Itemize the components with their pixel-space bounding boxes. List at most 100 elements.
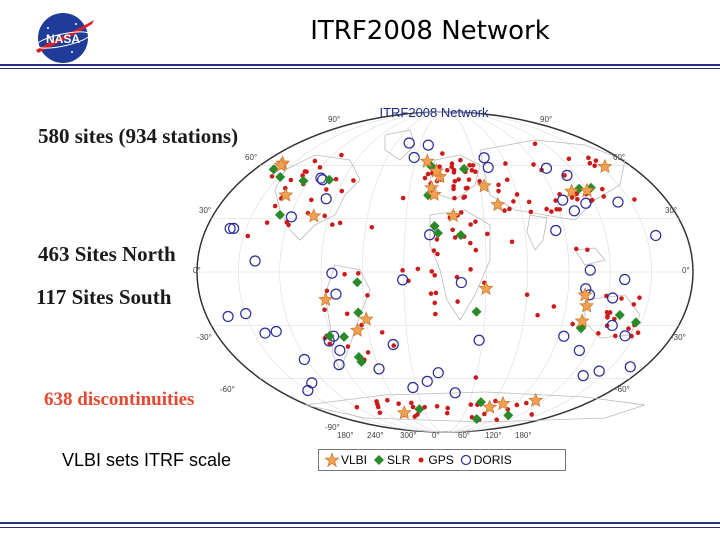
gps-marker — [435, 251, 440, 257]
slr-marker — [614, 309, 625, 320]
gps-marker — [570, 321, 575, 327]
gps-marker — [596, 331, 601, 336]
vlbi-marker — [445, 207, 461, 223]
doris-marker — [593, 365, 605, 377]
gps-marker — [452, 179, 458, 184]
gps-marker — [531, 162, 536, 167]
doris-marker — [577, 370, 589, 382]
lon-label: 120° — [485, 431, 502, 440]
footer-divider — [0, 522, 720, 524]
vlbi-marker — [574, 313, 590, 328]
gps-marker — [440, 151, 445, 156]
vlbi-marker — [358, 311, 374, 326]
slr-marker — [353, 307, 364, 318]
gps-marker — [431, 248, 437, 253]
lat-label: 90° — [540, 115, 552, 124]
lat-label: -90° — [325, 423, 340, 432]
footer-divider-thin — [0, 527, 720, 528]
gps-marker — [511, 199, 516, 204]
gps-marker — [455, 299, 460, 304]
doris-marker — [473, 334, 485, 346]
gps-marker — [288, 177, 294, 183]
gps-marker — [574, 191, 580, 197]
slr-marker — [414, 404, 425, 415]
gps-marker — [415, 266, 421, 272]
vlbi-marker — [495, 395, 511, 411]
slide-title: ITRF2008 Network — [310, 16, 550, 46]
slr-marker — [274, 209, 285, 220]
doris-marker — [606, 319, 618, 332]
doris-marker — [222, 310, 234, 323]
gps-marker — [507, 206, 512, 212]
vlbi-marker — [396, 405, 412, 420]
doris-marker — [240, 307, 252, 320]
gps-marker — [400, 195, 406, 201]
doris-marker — [259, 327, 271, 339]
gps-marker — [601, 194, 607, 199]
vlbi-marker — [577, 287, 593, 302]
doris-marker — [387, 338, 399, 351]
gps-marker — [451, 183, 456, 189]
slr-marker — [503, 410, 514, 421]
gps-marker — [504, 177, 510, 183]
doris-marker — [558, 330, 570, 342]
gps-marker — [269, 174, 275, 179]
lon-label: 60° — [458, 431, 470, 440]
gps-marker — [445, 167, 450, 173]
legend-item-vlbi: VLBI — [325, 453, 367, 467]
lon-label: 180° — [337, 431, 354, 440]
world-network-map: ITRF2008 Network 90° 90° 60° 30° 0° -30°… — [185, 100, 705, 445]
slr-marker — [432, 228, 443, 239]
vlbi-marker — [482, 399, 498, 414]
gps-marker — [485, 231, 490, 237]
nasa-logo: NASA — [28, 10, 98, 66]
doris-marker — [612, 196, 624, 208]
lat-label: -60° — [615, 385, 630, 394]
gps-marker — [410, 404, 416, 410]
gps-marker — [493, 398, 498, 404]
legend-item-gps: GPS — [416, 453, 454, 467]
slr-marker — [268, 164, 279, 175]
legend-label: VLBI — [341, 453, 368, 467]
gps-marker — [345, 344, 351, 349]
gps-marker — [317, 165, 323, 170]
doris-marker — [550, 224, 562, 237]
gps-marker — [529, 412, 535, 417]
lat-label: 30° — [199, 206, 211, 215]
gps-marker — [549, 209, 554, 214]
gps-marker — [607, 310, 613, 315]
doris-marker — [478, 152, 490, 164]
gps-marker — [586, 155, 591, 161]
doris-marker — [557, 194, 569, 206]
gps-marker — [503, 161, 508, 166]
vlbi-marker — [306, 208, 322, 223]
doris-marker — [302, 384, 314, 397]
gps-marker — [377, 410, 383, 416]
doris-marker — [373, 363, 385, 375]
gps-marker — [631, 302, 637, 307]
vlbi-marker — [564, 183, 580, 198]
slr-marker — [298, 175, 309, 186]
gps-marker — [322, 307, 327, 313]
gps-marker — [468, 402, 474, 407]
gps-marker — [354, 404, 360, 410]
lat-label: -30° — [197, 333, 212, 342]
gps-marker — [344, 311, 350, 317]
gps-marker — [470, 163, 476, 168]
gps-marker — [425, 171, 431, 177]
doris-marker — [422, 139, 434, 151]
gps-marker — [379, 330, 385, 335]
gps-marker — [400, 268, 405, 273]
gps-marker — [444, 410, 450, 416]
discontinuities-count: 638 discontinuities — [42, 389, 197, 411]
slr-marker — [458, 163, 469, 174]
doris-marker — [326, 267, 338, 279]
doris-marker — [540, 162, 553, 174]
lat-label: 60° — [613, 153, 625, 162]
doris-marker — [224, 222, 236, 235]
doris-marker — [432, 367, 444, 379]
gps-marker — [330, 222, 335, 227]
map-legend: VLBI SLR GPS DORIS — [318, 449, 566, 471]
gps-marker — [469, 167, 475, 173]
doris-marker — [482, 161, 494, 174]
